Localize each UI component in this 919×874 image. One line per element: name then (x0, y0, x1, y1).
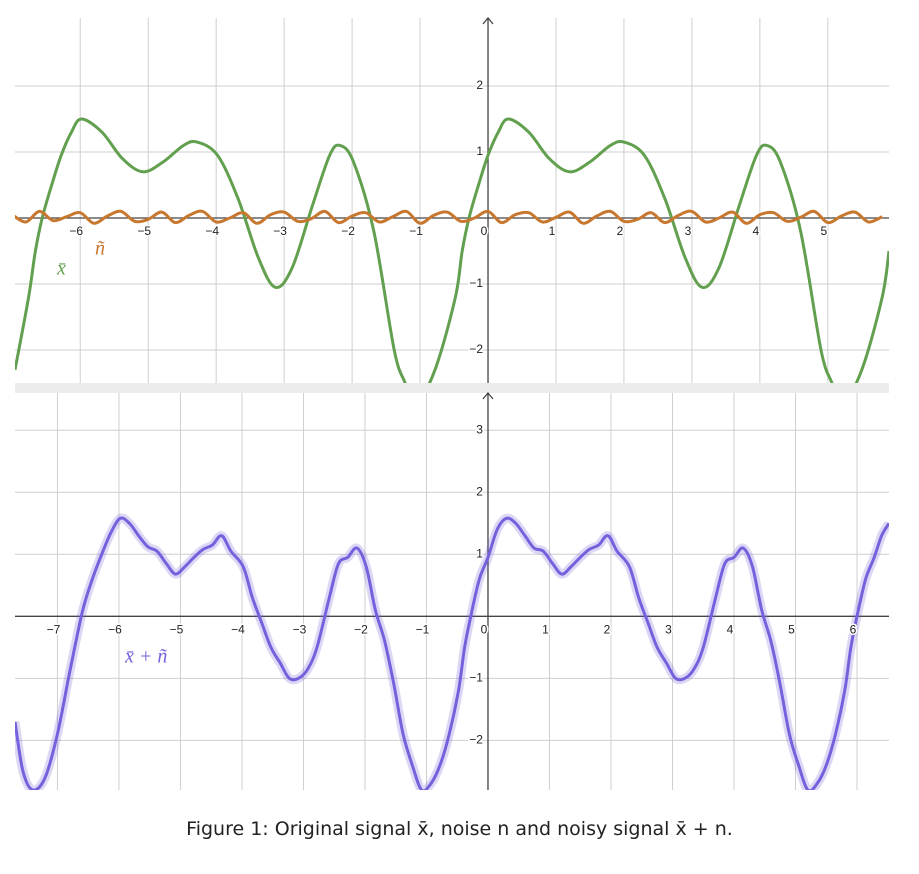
y-tick-label: 2 (476, 484, 483, 498)
y-tick-label: 2 (476, 78, 483, 92)
x-tick-label: −5 (137, 224, 151, 238)
caption: Figure 1: Original signal x̄, noise n an… (186, 818, 733, 840)
x-tick-label: −1 (416, 622, 430, 636)
x-tick-label: −4 (205, 224, 219, 238)
x-tick-label: 6 (850, 622, 857, 636)
x-tick-label: 4 (727, 622, 734, 636)
x-tick-label: 0 (481, 622, 488, 636)
x-tick-label: −6 (69, 224, 83, 238)
chart-panel: x̄ ñ −6 −5 −4 −3 −2 −1 0 1 2 3 4 5 2 1 −1 −2 (15, 16, 889, 383)
x-tick-label: 5 (788, 622, 795, 636)
series-label: ñ (95, 238, 105, 260)
y-tick-label: −2 (469, 342, 483, 356)
chart-panel: x̄ + ñ −7 −6 −5 −4 −3 −2 −1 0 1 2 3 4 5 6 3 2 1 −1 −2 (15, 391, 889, 790)
x-tick-label: 2 (604, 622, 611, 636)
x-tick-label: 5 (820, 224, 827, 238)
axis-arrow (482, 16, 494, 25)
x-tick-label: −7 (47, 622, 61, 636)
series-line (15, 117, 889, 383)
y-tick-label: −1 (469, 276, 483, 290)
y-tick-label: 3 (476, 422, 483, 436)
axis-arrow (482, 391, 494, 400)
y-tick-label: −1 (469, 671, 483, 685)
x-tick-label: −2 (341, 224, 355, 238)
x-tick-label: 1 (549, 224, 556, 238)
x-tick-label: −3 (273, 224, 287, 238)
x-tick-label: −4 (231, 622, 245, 636)
series-line (15, 516, 889, 790)
x-tick-label: 0 (481, 224, 488, 238)
x-tick-label: 3 (685, 224, 692, 238)
x-tick-label: −2 (354, 622, 368, 636)
x-tick-label: 2 (617, 224, 624, 238)
y-tick-label: −2 (469, 733, 483, 747)
x-tick-label: 1 (542, 622, 549, 636)
x-tick-label: −5 (170, 622, 184, 636)
y-tick-label: 1 (476, 546, 483, 560)
x-tick-label: 3 (665, 622, 672, 636)
series-line (15, 209, 883, 225)
panel-separator (15, 383, 889, 393)
figure: x̄ ñ −6 −5 −4 −3 −2 −1 0 1 2 3 4 5 2 1 −1 −2 x̄ + ñ −7 −6 −5 −… (15, 16, 889, 790)
series-label: x̄ + ñ (124, 646, 167, 668)
y-tick-label: 1 (476, 144, 483, 158)
x-tick-label: −3 (293, 622, 307, 636)
series-label: x̄ (56, 258, 66, 280)
x-tick-label: −6 (108, 622, 122, 636)
x-tick-label: 4 (753, 224, 760, 238)
x-tick-label: −1 (409, 224, 423, 238)
